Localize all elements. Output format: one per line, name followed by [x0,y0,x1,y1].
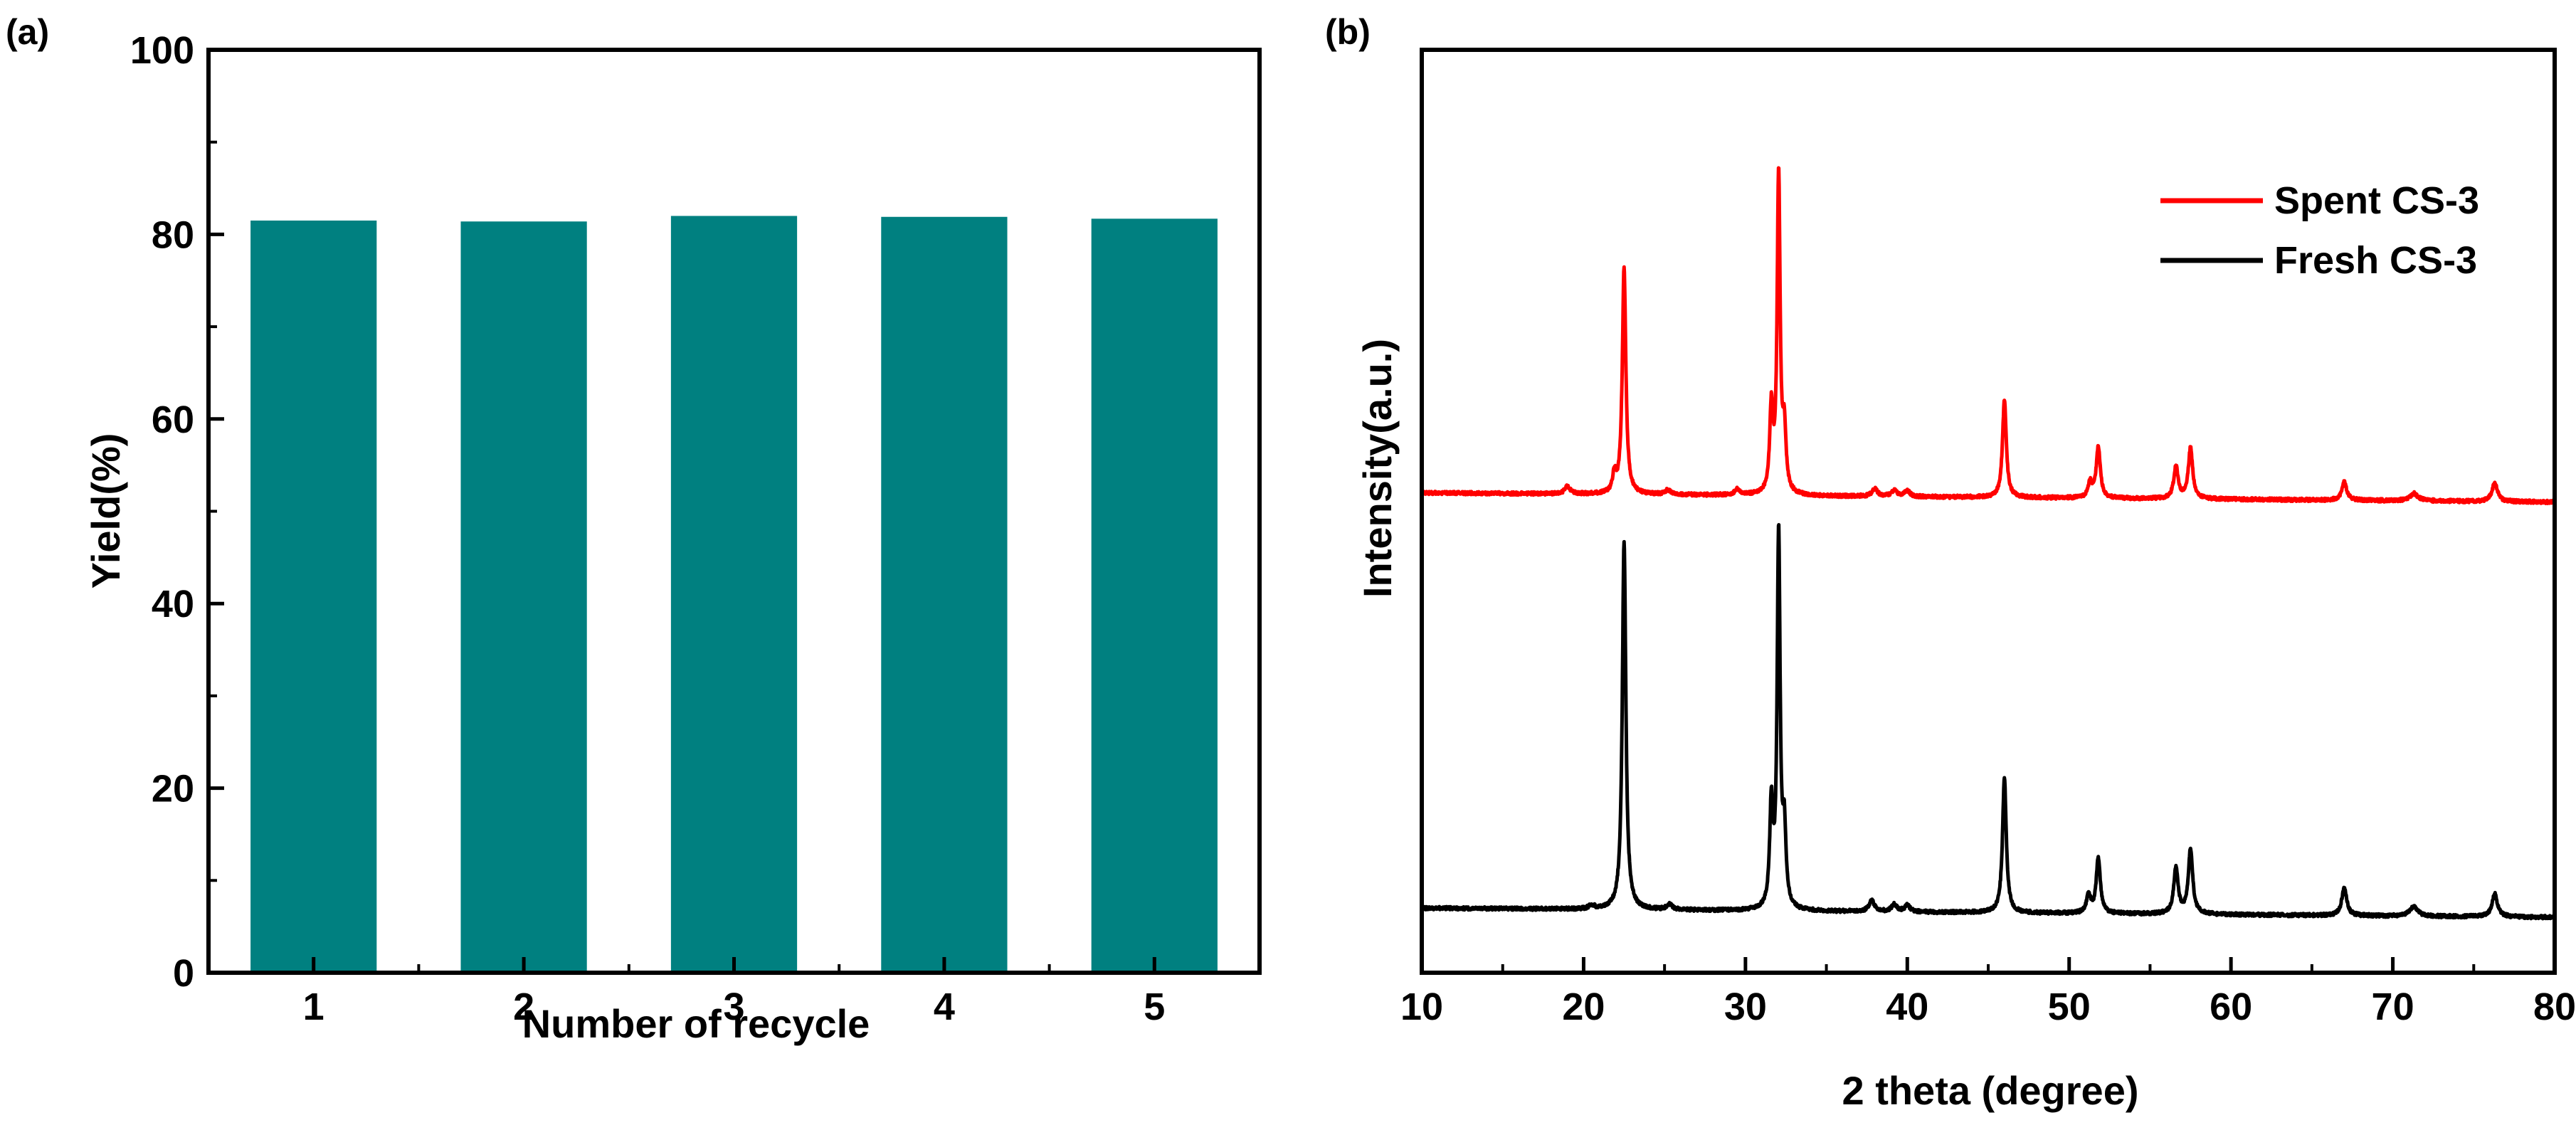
x-axis-ticks: 10 20 30 40 50 60 70 80 [1400,957,2576,1028]
series-line-spent [1420,166,2556,505]
panel-a-bar-chart: (a) 0 20 40 60 80 100 1 2 3 4 5 Number of recycle… [6,12,1262,1046]
x-axis-label: Number of recycle [522,1001,870,1046]
y-axis-label: Yield(%) [83,433,128,589]
panel-a-label: (a) [6,12,49,52]
series-line-fresh [1420,523,2557,921]
x-tick-label: 1 [303,986,324,1028]
x-tick-label: 10 [1400,986,1443,1028]
legend-label-spent: Spent CS-3 [2274,179,2479,222]
legend: Spent CS-3 Fresh CS-3 [2160,179,2479,282]
y-tick-label: 40 [152,583,194,625]
y-tick-label: 20 [152,768,194,810]
x-tick-label: 20 [1562,986,1605,1028]
x-tick-label: 30 [1724,986,1767,1028]
x-tick-label: 50 [2048,986,2091,1028]
x-tick-label: 5 [1144,986,1165,1028]
x-tick-label: 2 [513,986,534,1028]
bar-recycle-5 [1091,218,1218,973]
x-tick-label: 80 [2533,986,2576,1028]
bar-recycle-4 [881,216,1008,973]
y-axis-ticks: 0 20 40 60 80 100 [130,29,224,995]
bar-recycle-3 [670,216,798,973]
panel-b-line-chart: (b) 10 20 30 40 50 60 70 80 2 theta (degree) In… [1325,12,2576,1113]
x-tick-label: 60 [2210,986,2252,1028]
y-tick-label: 100 [130,29,194,72]
y-tick-label: 0 [173,952,194,995]
yield-bars [250,216,1218,973]
x-axis-ticks: 1 2 3 4 5 [207,957,1261,1028]
legend-label-fresh: Fresh CS-3 [2274,239,2477,282]
x-tick-label: 40 [1886,986,1928,1028]
y-tick-label: 60 [152,398,194,441]
bar-recycle-2 [460,221,587,973]
bar-recycle-1 [250,220,377,973]
x-axis-label: 2 theta (degree) [1842,1068,2139,1113]
xrd-patterns [1420,166,2557,921]
x-tick-label: 70 [2372,986,2414,1028]
y-tick-label: 80 [152,213,194,256]
panel-b-label: (b) [1325,12,1371,52]
y-axis-label: Intensity(a.u.) [1355,339,1400,598]
x-tick-label: 4 [934,986,955,1028]
x-tick-label: 3 [723,986,744,1028]
